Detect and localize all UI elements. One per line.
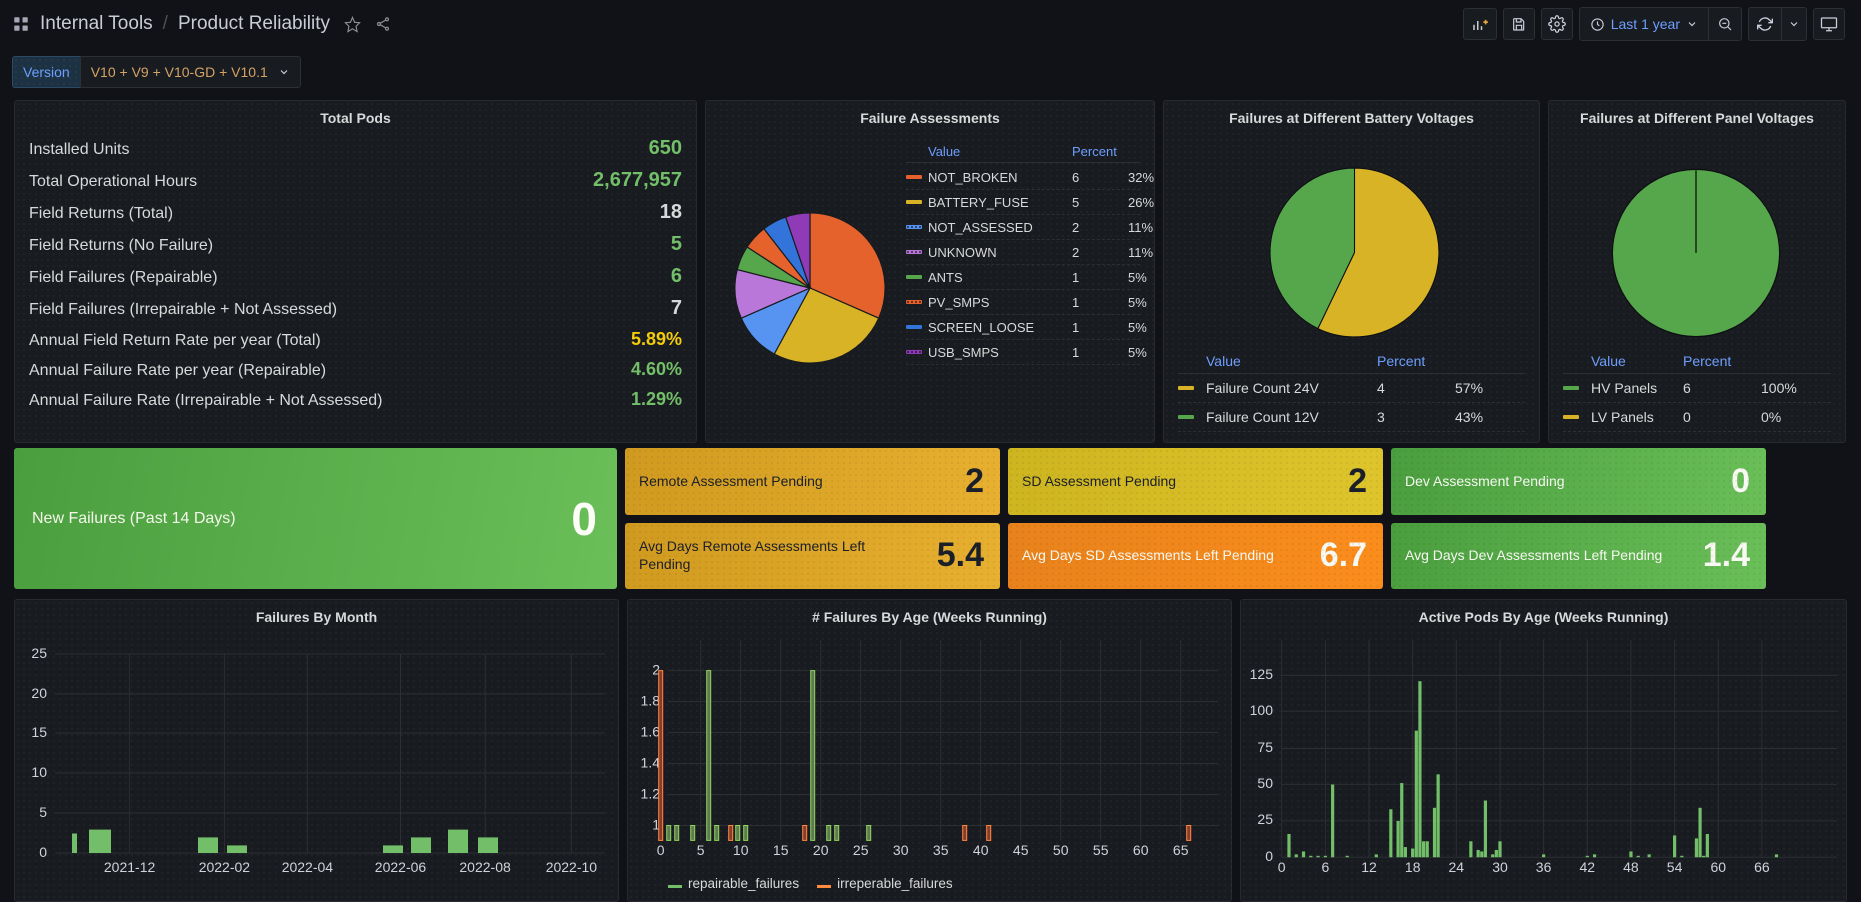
svg-text:2021-12: 2021-12 (104, 859, 156, 875)
svg-text:1.2: 1.2 (641, 786, 661, 802)
svg-text:5: 5 (39, 804, 47, 820)
svg-text:0: 0 (657, 842, 665, 858)
svg-text:35: 35 (933, 842, 949, 858)
svg-text:2022-08: 2022-08 (459, 859, 511, 875)
svg-text:75: 75 (1257, 739, 1273, 755)
svg-text:36: 36 (1536, 859, 1552, 875)
svg-text:12: 12 (1361, 859, 1377, 875)
svg-text:6: 6 (1322, 859, 1330, 875)
svg-text:66: 66 (1754, 859, 1770, 875)
svg-text:100: 100 (1250, 702, 1274, 718)
svg-text:65: 65 (1173, 842, 1189, 858)
svg-text:5: 5 (697, 842, 705, 858)
svg-text:25: 25 (1257, 811, 1273, 827)
svg-text:125: 125 (1250, 666, 1274, 682)
svg-text:2022-02: 2022-02 (199, 859, 251, 875)
svg-text:30: 30 (1492, 859, 1508, 875)
svg-text:20: 20 (31, 685, 47, 701)
svg-text:20: 20 (813, 842, 829, 858)
svg-text:45: 45 (1013, 842, 1029, 858)
svg-text:54: 54 (1667, 859, 1683, 875)
svg-text:50: 50 (1257, 775, 1273, 791)
svg-text:1.6: 1.6 (641, 724, 661, 740)
svg-text:10: 10 (733, 842, 749, 858)
svg-text:42: 42 (1580, 859, 1596, 875)
svg-text:24: 24 (1449, 859, 1465, 875)
svg-text:60: 60 (1133, 842, 1149, 858)
svg-text:10: 10 (31, 764, 47, 780)
svg-text:25: 25 (31, 645, 47, 661)
svg-text:15: 15 (773, 842, 789, 858)
svg-text:0: 0 (1265, 848, 1273, 864)
svg-text:2022-04: 2022-04 (282, 859, 334, 875)
svg-text:2022-10: 2022-10 (546, 859, 598, 875)
svg-text:1.8: 1.8 (641, 693, 661, 709)
svg-text:15: 15 (31, 724, 47, 740)
svg-text:25: 25 (853, 842, 869, 858)
svg-text:48: 48 (1623, 859, 1639, 875)
svg-text:0: 0 (1278, 859, 1286, 875)
svg-text:1.4: 1.4 (641, 755, 661, 771)
svg-text:18: 18 (1405, 859, 1421, 875)
svg-text:55: 55 (1093, 842, 1109, 858)
svg-text:40: 40 (973, 842, 989, 858)
svg-text:30: 30 (893, 842, 909, 858)
svg-text:60: 60 (1711, 859, 1727, 875)
svg-text:2022-06: 2022-06 (375, 859, 427, 875)
svg-text:0: 0 (39, 844, 47, 860)
svg-text:50: 50 (1053, 842, 1069, 858)
